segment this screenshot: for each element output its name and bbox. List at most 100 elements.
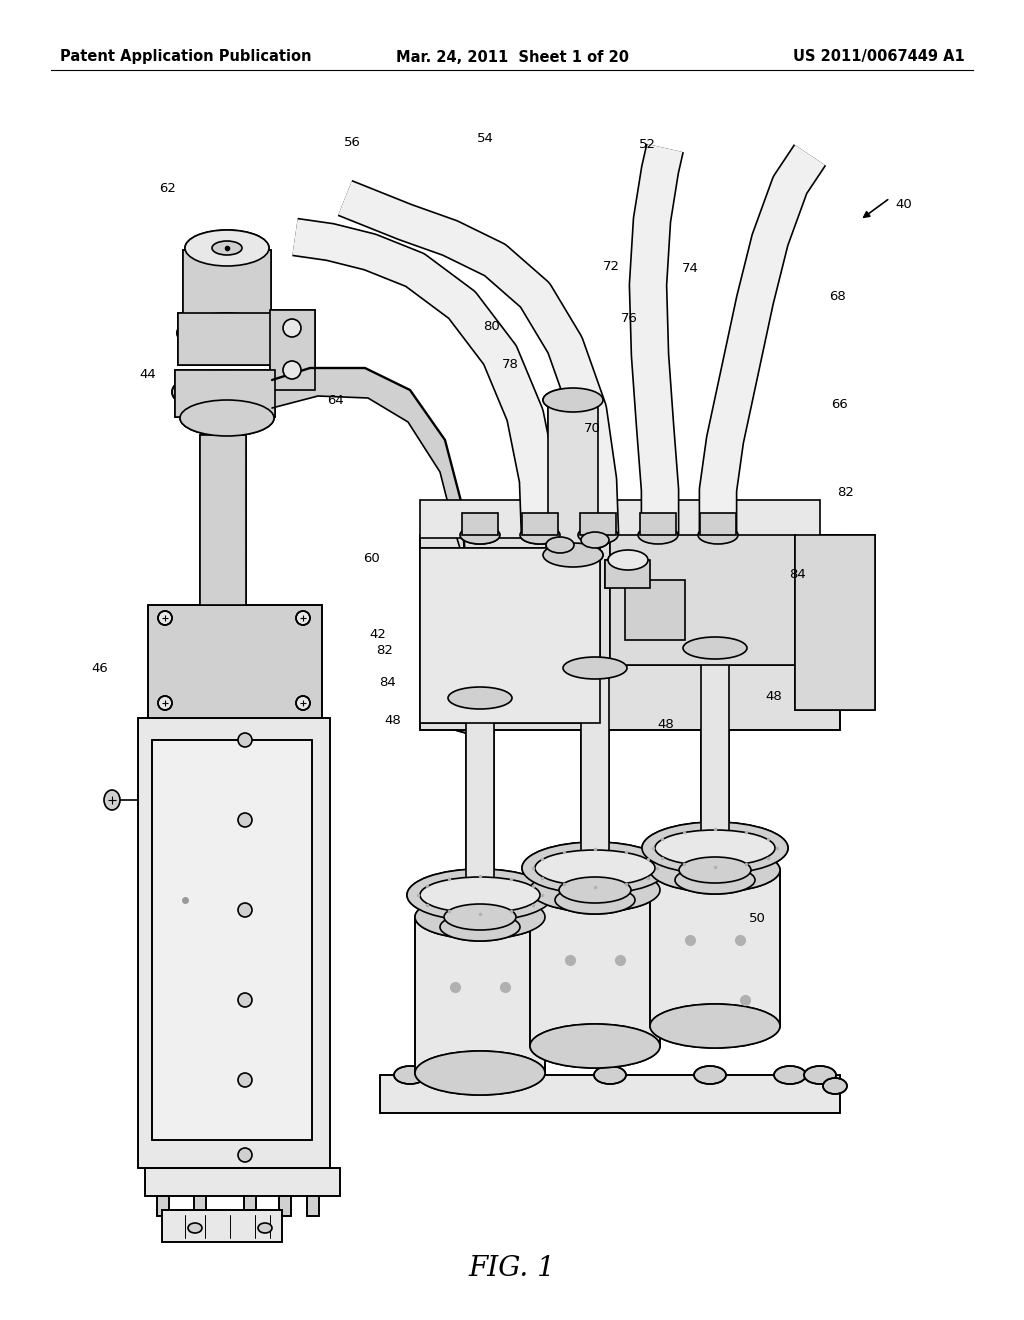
Ellipse shape xyxy=(608,550,648,570)
Ellipse shape xyxy=(415,895,545,939)
Text: 64: 64 xyxy=(328,393,344,407)
Bar xyxy=(279,1196,291,1216)
Text: 48: 48 xyxy=(657,718,675,730)
Ellipse shape xyxy=(555,886,635,913)
Polygon shape xyxy=(420,500,820,539)
Bar xyxy=(605,560,650,587)
Bar xyxy=(580,513,616,535)
Ellipse shape xyxy=(823,1078,847,1094)
Text: 84: 84 xyxy=(790,569,806,582)
Bar xyxy=(175,370,275,417)
Bar xyxy=(194,1196,206,1216)
Polygon shape xyxy=(420,539,490,741)
Text: 72: 72 xyxy=(602,260,620,273)
Bar xyxy=(701,648,729,870)
Bar xyxy=(610,535,795,665)
Text: 44: 44 xyxy=(139,368,157,381)
Bar xyxy=(420,535,840,730)
Text: 60: 60 xyxy=(362,552,379,565)
Bar xyxy=(162,1210,282,1242)
Ellipse shape xyxy=(185,230,269,267)
Ellipse shape xyxy=(675,866,755,894)
Bar xyxy=(530,890,660,1045)
Ellipse shape xyxy=(172,370,282,414)
Ellipse shape xyxy=(774,1067,806,1084)
Bar xyxy=(270,310,315,389)
Bar xyxy=(462,513,498,535)
Text: 82: 82 xyxy=(838,486,854,499)
Ellipse shape xyxy=(283,360,301,379)
Bar xyxy=(152,741,312,1140)
Ellipse shape xyxy=(520,525,560,544)
Ellipse shape xyxy=(543,543,603,568)
Bar xyxy=(548,400,598,554)
Ellipse shape xyxy=(238,993,252,1007)
Bar xyxy=(462,513,498,535)
Bar xyxy=(138,718,330,1168)
Text: 40: 40 xyxy=(896,198,912,210)
Text: 54: 54 xyxy=(476,132,494,144)
Ellipse shape xyxy=(444,904,516,931)
Text: 48: 48 xyxy=(766,690,782,704)
Ellipse shape xyxy=(180,400,274,436)
Bar xyxy=(650,870,780,1026)
Ellipse shape xyxy=(546,537,574,553)
Text: 46: 46 xyxy=(91,661,109,675)
Bar xyxy=(148,605,322,718)
Ellipse shape xyxy=(655,830,775,866)
Bar xyxy=(178,313,276,366)
Bar xyxy=(244,1196,256,1216)
Ellipse shape xyxy=(494,1067,526,1084)
Text: 78: 78 xyxy=(502,359,518,371)
Text: 84: 84 xyxy=(380,676,396,689)
Bar xyxy=(700,513,736,535)
Bar xyxy=(530,890,660,1045)
Bar xyxy=(200,436,246,605)
Bar xyxy=(162,1210,282,1242)
Ellipse shape xyxy=(543,388,603,412)
Bar xyxy=(138,718,330,1168)
Bar xyxy=(152,741,312,1140)
Bar xyxy=(605,560,650,587)
Ellipse shape xyxy=(650,1005,780,1048)
Text: 68: 68 xyxy=(828,289,846,302)
Text: US 2011/0067449 A1: US 2011/0067449 A1 xyxy=(794,49,965,65)
Bar xyxy=(307,1196,319,1216)
Ellipse shape xyxy=(449,686,512,709)
Ellipse shape xyxy=(415,1051,545,1096)
Ellipse shape xyxy=(460,525,500,544)
Bar xyxy=(580,513,616,535)
Text: 70: 70 xyxy=(584,421,600,434)
Bar xyxy=(420,535,840,730)
Bar xyxy=(178,313,276,366)
Bar xyxy=(380,1074,840,1113)
Text: 76: 76 xyxy=(621,313,637,326)
Bar xyxy=(795,535,874,710)
Ellipse shape xyxy=(638,525,678,544)
Text: Patent Application Publication: Patent Application Publication xyxy=(60,49,311,65)
Bar xyxy=(244,1196,256,1216)
Ellipse shape xyxy=(212,242,242,255)
Bar xyxy=(420,548,600,723)
Bar xyxy=(145,1168,340,1196)
Bar xyxy=(157,1196,169,1216)
Ellipse shape xyxy=(177,313,278,352)
Bar xyxy=(625,579,685,640)
Bar xyxy=(640,513,676,535)
Text: 48: 48 xyxy=(385,714,401,726)
Bar xyxy=(183,249,271,333)
Bar xyxy=(466,698,494,917)
Ellipse shape xyxy=(296,611,310,624)
Ellipse shape xyxy=(238,733,252,747)
Ellipse shape xyxy=(158,696,172,710)
Ellipse shape xyxy=(578,525,618,544)
Text: 50: 50 xyxy=(749,912,765,924)
Bar xyxy=(234,341,250,363)
Text: 74: 74 xyxy=(682,261,698,275)
Ellipse shape xyxy=(581,532,609,548)
Ellipse shape xyxy=(563,657,627,678)
Bar xyxy=(640,513,676,535)
Text: 56: 56 xyxy=(344,136,360,149)
Bar xyxy=(279,1196,291,1216)
Bar xyxy=(415,917,545,1073)
